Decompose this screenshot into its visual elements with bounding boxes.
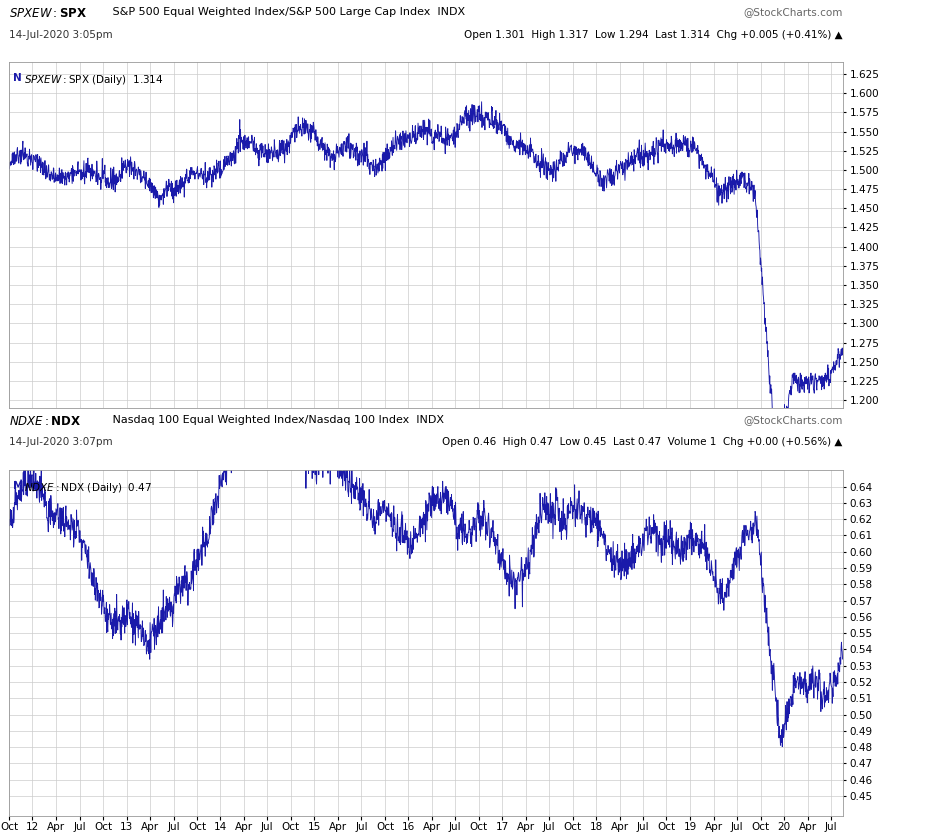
Text: $SPXEW:$SPX (Daily)  1.314: $SPXEW:$SPX (Daily) 1.314 xyxy=(24,72,164,87)
Text: Open 0.46  High 0.47  Low 0.45  Last 0.47  Volume 1  Chg +0.00 (+0.56%) ▲: Open 0.46 High 0.47 Low 0.45 Last 0.47 V… xyxy=(442,437,843,447)
Text: S&P 500 Equal Weighted Index/S&P 500 Large Cap Index  INDX: S&P 500 Equal Weighted Index/S&P 500 Lar… xyxy=(109,7,466,17)
Text: $NDXE:$NDX: $NDXE:$NDX xyxy=(9,415,82,428)
Text: 14-Jul-2020 3:05pm: 14-Jul-2020 3:05pm xyxy=(9,30,113,40)
Text: N: N xyxy=(13,72,22,82)
Text: @StockCharts.com: @StockCharts.com xyxy=(743,7,843,17)
Text: Nasdaq 100 Equal Weighted Index/Nasdaq 100 Index  INDX: Nasdaq 100 Equal Weighted Index/Nasdaq 1… xyxy=(109,415,444,425)
Text: @StockCharts.com: @StockCharts.com xyxy=(743,415,843,425)
Text: Open 1.301  High 1.317  Low 1.294  Last 1.314  Chg +0.005 (+0.41%) ▲: Open 1.301 High 1.317 Low 1.294 Last 1.3… xyxy=(464,30,843,40)
Text: 14-Jul-2020 3:07pm: 14-Jul-2020 3:07pm xyxy=(9,437,113,447)
Text: M: M xyxy=(13,481,24,491)
Text: $SPXEW:$SPX: $SPXEW:$SPX xyxy=(9,7,88,20)
Text: $NDXE:$NDX (Daily)  0.47: $NDXE:$NDX (Daily) 0.47 xyxy=(24,481,153,495)
